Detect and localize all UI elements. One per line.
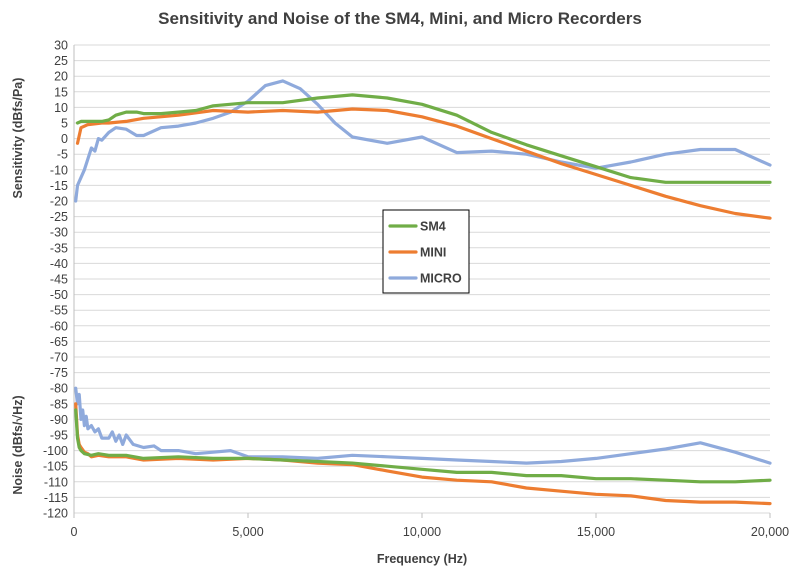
y-tick-label: -65 [50,335,68,349]
y-tick-label: -110 [44,475,68,489]
x-tick-label: 20,000 [751,525,789,539]
legend-label-mini: MINI [420,246,446,260]
series-line-sm4-sensitivity [75,93,772,184]
legend-label-micro: MICRO [420,272,462,286]
y-tick-labels: 302520151050-5-10-15-20-25-30-35-40-45-5… [43,39,68,521]
y-tick-label: -20 [50,195,68,209]
y-tick-label: -90 [50,413,68,427]
y-tick-label: -10 [50,163,68,177]
y-tick-label: -75 [50,366,68,380]
y-axis-title-noise: Noise (dBfs/√Hz) [11,395,25,494]
y-tick-label: -30 [50,226,68,240]
legend: SM4 MINI MICRO [382,209,470,294]
y-tick-label: 25 [54,54,68,68]
y-axis-title-sensitivity: Sensitivity (dBfs/Pa) [11,78,25,199]
y-tick-label: 10 [54,101,68,115]
legend-label-sm4: SM4 [420,220,446,234]
chart-title: Sensitivity and Noise of the SM4, Mini, … [158,9,642,28]
y-tick-label: 30 [54,39,68,53]
y-tick-label: -45 [50,273,68,287]
y-tick-label: -105 [43,460,68,474]
series-lines [74,79,772,506]
y-tick-label: -70 [50,351,68,365]
x-tick-labels: 0 5,000 10,000 15,000 20,000 [71,513,789,539]
x-axis-title: Frequency (Hz) [377,552,467,566]
y-tick-label: -15 [50,179,68,193]
x-tick-label: 5,000 [232,525,263,539]
y-tick-label: -85 [50,397,68,411]
y-tick-label: 0 [61,132,68,146]
x-tick-label: 15,000 [577,525,615,539]
x-tick-label: 0 [71,525,78,539]
y-tick-label: -25 [50,210,68,224]
y-tick-label: -40 [50,257,68,271]
x-tick-label: 10,000 [403,525,441,539]
y-tick-label: -95 [50,429,68,443]
y-tick-label: -115 [44,491,68,505]
y-tick-label: -50 [50,288,68,302]
y-tick-label: 20 [54,70,68,84]
series-line-micro-noise [74,386,772,465]
series-line-mini-noise [74,402,772,506]
y-tick-label: -120 [43,507,68,521]
y-tick-label: -80 [50,382,68,396]
y-tick-label: -60 [50,319,68,333]
y-tick-label: -55 [50,304,68,318]
y-tick-label: -100 [43,444,68,458]
series-line-mini-sensitivity [75,107,772,220]
series-line-micro-sensitivity [74,79,772,203]
y-tick-label: -5 [57,148,68,162]
y-tick-label: 5 [61,117,68,131]
y-tick-label: 15 [54,85,68,99]
series-line-sm4-noise [74,408,772,484]
y-tick-label: -35 [50,241,68,255]
